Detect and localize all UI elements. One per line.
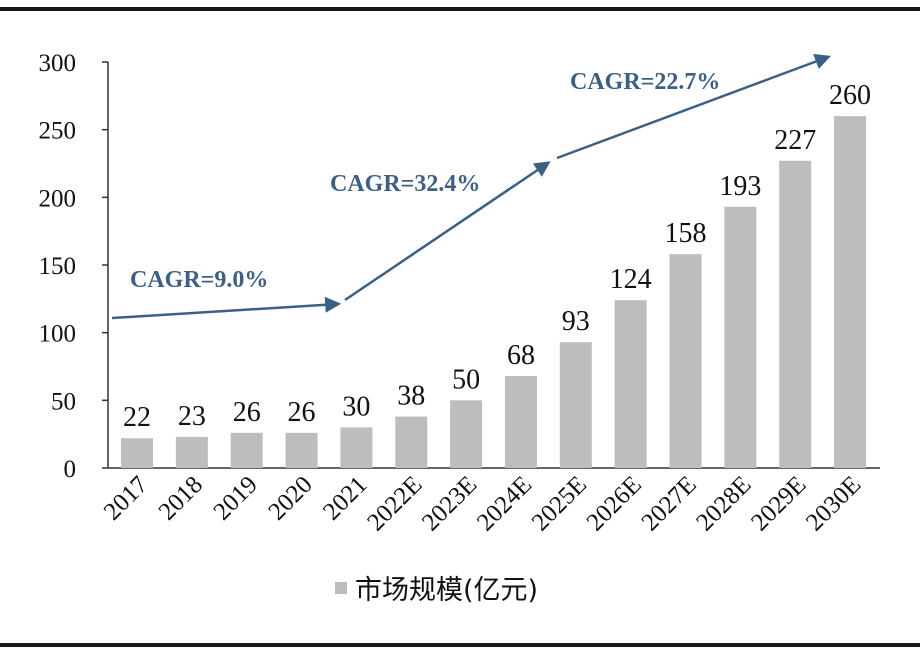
- x-tick-label: 2018: [154, 471, 208, 525]
- data-label: 23: [178, 401, 206, 432]
- x-tick-label: 2020: [263, 471, 317, 525]
- y-tick-label: 0: [64, 456, 77, 483]
- bar-2019: [230, 432, 263, 468]
- data-label: 227: [774, 125, 816, 156]
- x-tick-label: 2026E: [582, 471, 647, 536]
- x-tick-label: 2029E: [746, 471, 811, 536]
- bar-2030E: [834, 116, 867, 468]
- data-label: 68: [507, 340, 535, 371]
- x-tick-label: 2022E: [362, 471, 427, 536]
- bar-2022E: [395, 416, 428, 468]
- y-tick-label: 250: [39, 118, 77, 145]
- data-label: 193: [719, 171, 761, 202]
- cagr-arrow: [111, 296, 342, 320]
- y-tick-label: 200: [39, 185, 77, 212]
- cagr-label: CAGR=9.0%: [130, 267, 268, 293]
- data-label: 124: [610, 264, 652, 295]
- x-tick-label: 2025E: [527, 471, 592, 536]
- bar-2020: [285, 432, 318, 468]
- bar-2024E: [504, 375, 537, 468]
- data-label: 26: [233, 397, 261, 428]
- data-label: 22: [123, 402, 151, 433]
- data-label: 158: [665, 218, 707, 249]
- x-tick-label: 2030E: [801, 471, 866, 536]
- cagr-arrow: [556, 53, 831, 160]
- bar-2017: [121, 438, 153, 468]
- bar-2029E: [779, 160, 812, 468]
- x-tick-label: 2019: [208, 471, 262, 525]
- y-tick-label: 50: [51, 388, 76, 415]
- y-tick-label: 100: [39, 321, 77, 348]
- bar-2028E: [724, 206, 757, 468]
- y-tick-label: 300: [39, 50, 77, 77]
- bar-2027E: [669, 254, 702, 468]
- cagr-arrow: [344, 161, 551, 302]
- top-rule: [0, 7, 920, 11]
- data-label: 93: [562, 306, 590, 337]
- bottom-rule: [0, 643, 920, 647]
- bar-2026E: [614, 300, 647, 468]
- y-tick-label: 150: [39, 253, 77, 280]
- x-tick-label: 2028E: [691, 471, 756, 536]
- legend: 市场规模(亿元): [335, 568, 538, 607]
- x-tick-label: 2017: [99, 471, 153, 525]
- bar-2023E: [450, 400, 483, 468]
- data-label: 26: [288, 397, 316, 428]
- bar-2021: [340, 427, 373, 468]
- bar-2018: [175, 436, 208, 468]
- legend-swatch: [335, 581, 347, 594]
- data-label: 50: [452, 364, 480, 395]
- data-label: 38: [397, 381, 425, 412]
- x-tick-label: 2023E: [417, 471, 482, 536]
- cagr-label: CAGR=32.4%: [330, 171, 480, 197]
- x-tick-label: 2027E: [636, 471, 701, 536]
- data-label: 30: [342, 391, 370, 422]
- data-label: 260: [829, 80, 871, 111]
- x-tick-label: 2024E: [472, 471, 537, 536]
- cagr-label: CAGR=22.7%: [570, 69, 720, 95]
- legend-label: 市场规模(亿元): [355, 575, 539, 606]
- bar-2025E: [559, 342, 592, 468]
